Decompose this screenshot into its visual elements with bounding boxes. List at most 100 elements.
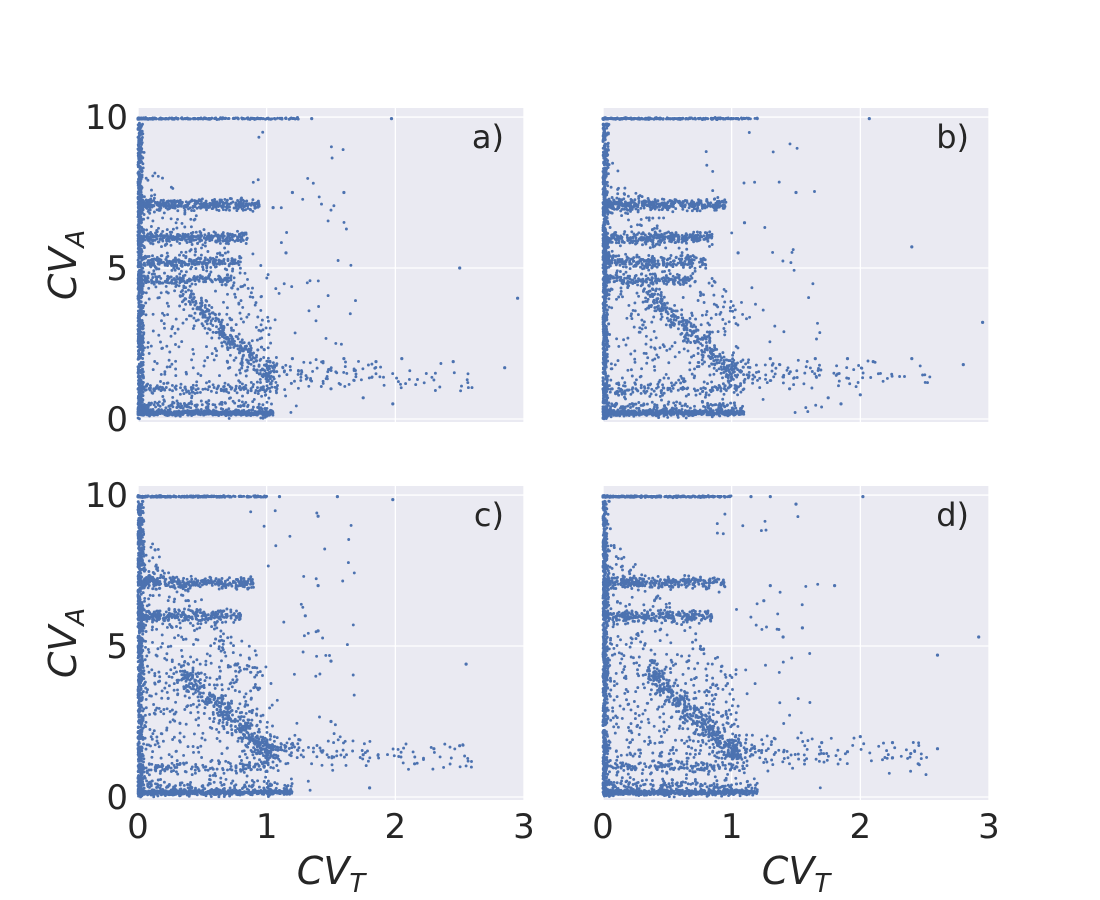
scatter-point [161, 216, 165, 220]
scatter-point [159, 198, 163, 202]
scatter-point [424, 372, 428, 375]
scatter-point [252, 367, 256, 371]
scatter-point [232, 345, 236, 349]
scatter-point [241, 238, 245, 242]
scatter-point [196, 234, 200, 238]
scatter-point [210, 238, 214, 242]
scatter-point [273, 318, 277, 322]
scatter-point [219, 412, 223, 416]
scatter-point [182, 204, 186, 208]
scatter-point [145, 206, 149, 210]
scatter-point [284, 363, 288, 367]
scatter-point [724, 116, 728, 120]
scatter-point [179, 402, 182, 406]
scatter-point [153, 413, 157, 417]
scatter-point [160, 116, 164, 120]
scatter-point [247, 312, 251, 316]
scatter-point [217, 274, 221, 278]
scatter-point [202, 413, 206, 417]
scatter-point [141, 205, 144, 209]
scatter-point [167, 204, 170, 208]
scatter-point [198, 257, 202, 261]
scatter-point [228, 208, 231, 212]
scatter-point [273, 117, 277, 121]
scatter-point [240, 366, 244, 370]
scatter-point [234, 323, 238, 327]
scatter-point [316, 279, 320, 283]
scatter-point [227, 239, 231, 243]
scatter-point [237, 399, 241, 403]
scatter-point [145, 409, 149, 412]
scatter-point [178, 241, 182, 245]
scatter-point [284, 117, 288, 121]
scatter-point [148, 211, 152, 215]
scatter-point [253, 411, 257, 415]
scatter-point [219, 204, 223, 208]
scatter-point [162, 382, 166, 385]
y-axis-label: CVA [41, 230, 91, 300]
scatter-point [304, 374, 308, 378]
scatter-point [197, 262, 201, 266]
scatter-point [138, 175, 142, 179]
scatter-point [266, 365, 270, 369]
scatter-point [637, 401, 641, 404]
scatter-point [211, 259, 215, 263]
scatter-point [221, 117, 225, 121]
scatter-point [238, 368, 242, 372]
scatter-point [217, 414, 221, 417]
scatter-point [204, 199, 208, 203]
scatter-point [275, 362, 279, 366]
scatter-point [299, 379, 303, 383]
scatter-point [262, 356, 266, 359]
scatter-point [329, 387, 333, 391]
scatter-point [204, 280, 208, 284]
scatter-point [243, 344, 247, 348]
scatter-point [678, 402, 682, 406]
scatter-point [168, 275, 172, 279]
scatter-point [181, 321, 185, 325]
scatter-point [352, 379, 356, 382]
scatter-point [191, 409, 195, 413]
scatter-point [157, 333, 161, 337]
scatter-point [222, 257, 226, 261]
scatter-point [221, 407, 225, 411]
scatter-point [142, 376, 145, 380]
scatter-point [157, 262, 161, 266]
scatter-point [400, 357, 404, 361]
scatter-point [733, 413, 737, 416]
scatter-point [214, 258, 218, 262]
scatter-point [265, 406, 269, 410]
scatter-point [236, 261, 240, 265]
scatter-point [194, 276, 198, 280]
scatter-point [408, 369, 412, 373]
scatter-point [330, 156, 334, 160]
scatter-point [144, 176, 148, 180]
scatter-point [194, 267, 198, 270]
scatter-point [141, 360, 145, 364]
scatter-point [281, 366, 285, 370]
scatter-point [165, 200, 169, 204]
scatter-point [667, 410, 670, 414]
scatter-point [230, 286, 234, 290]
scatter-point [207, 117, 210, 121]
scatter-point [146, 262, 150, 266]
scatter-point [214, 316, 218, 320]
scatter-point [289, 410, 293, 414]
scatter-point [259, 323, 263, 327]
scatter-point [229, 274, 233, 278]
scatter-point [328, 368, 332, 371]
scatter-point [141, 348, 145, 352]
scatter-point [161, 239, 165, 243]
scatter-point [176, 199, 180, 203]
scatter-point [277, 374, 281, 378]
scatter-point [399, 382, 402, 386]
scatter-point [141, 324, 145, 327]
scatter-point [171, 227, 175, 231]
scatter-point [192, 209, 196, 213]
scatter-point [231, 269, 234, 273]
scatter-point [160, 254, 164, 258]
scatter-point [269, 364, 273, 368]
scatter-point [214, 354, 218, 358]
scatter-point [342, 357, 346, 361]
scatter-point [138, 324, 141, 327]
